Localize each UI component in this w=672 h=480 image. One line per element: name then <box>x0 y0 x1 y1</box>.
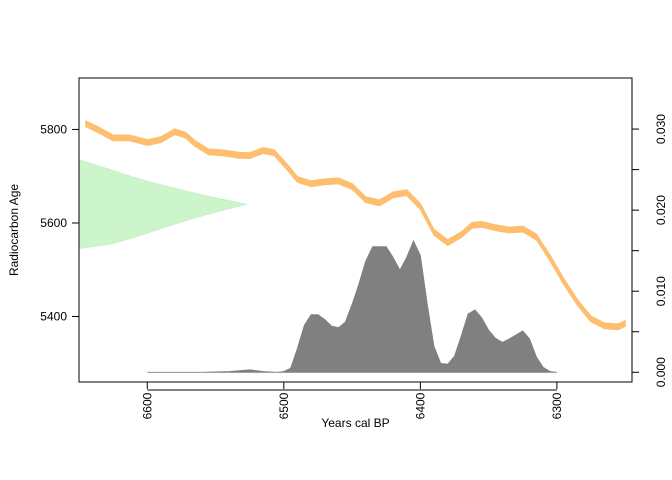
axis-layer: 6600 6500 6400 6300 5400 5600 5800 0.000 0.010 0.… <box>40 114 668 420</box>
density-layer <box>78 159 557 373</box>
x-axis-title: Years cal BP <box>321 416 389 430</box>
calibration-curve-band <box>85 120 626 331</box>
radiocarbon-density-area <box>78 159 248 250</box>
x-tick-label: 6500 <box>277 392 291 419</box>
y-tick-label: 5600 <box>40 216 67 230</box>
x-tick-label: 6300 <box>550 392 564 419</box>
y2-tick-label: 0.010 <box>654 276 668 306</box>
y2-tick-label: 0.000 <box>654 357 668 387</box>
y2-tick-label: 0.030 <box>654 114 668 144</box>
y-axis-title: Radiocarbon Age <box>7 184 21 276</box>
y2-tick-label: 0.020 <box>654 195 668 225</box>
y-tick-label: 5400 <box>40 310 67 324</box>
x-tick-label: 6600 <box>140 392 154 419</box>
curve-layer <box>85 120 626 331</box>
x-tick-label: 6400 <box>413 392 427 419</box>
y-tick-label: 5800 <box>40 122 67 136</box>
calendar-density-area <box>147 239 557 373</box>
